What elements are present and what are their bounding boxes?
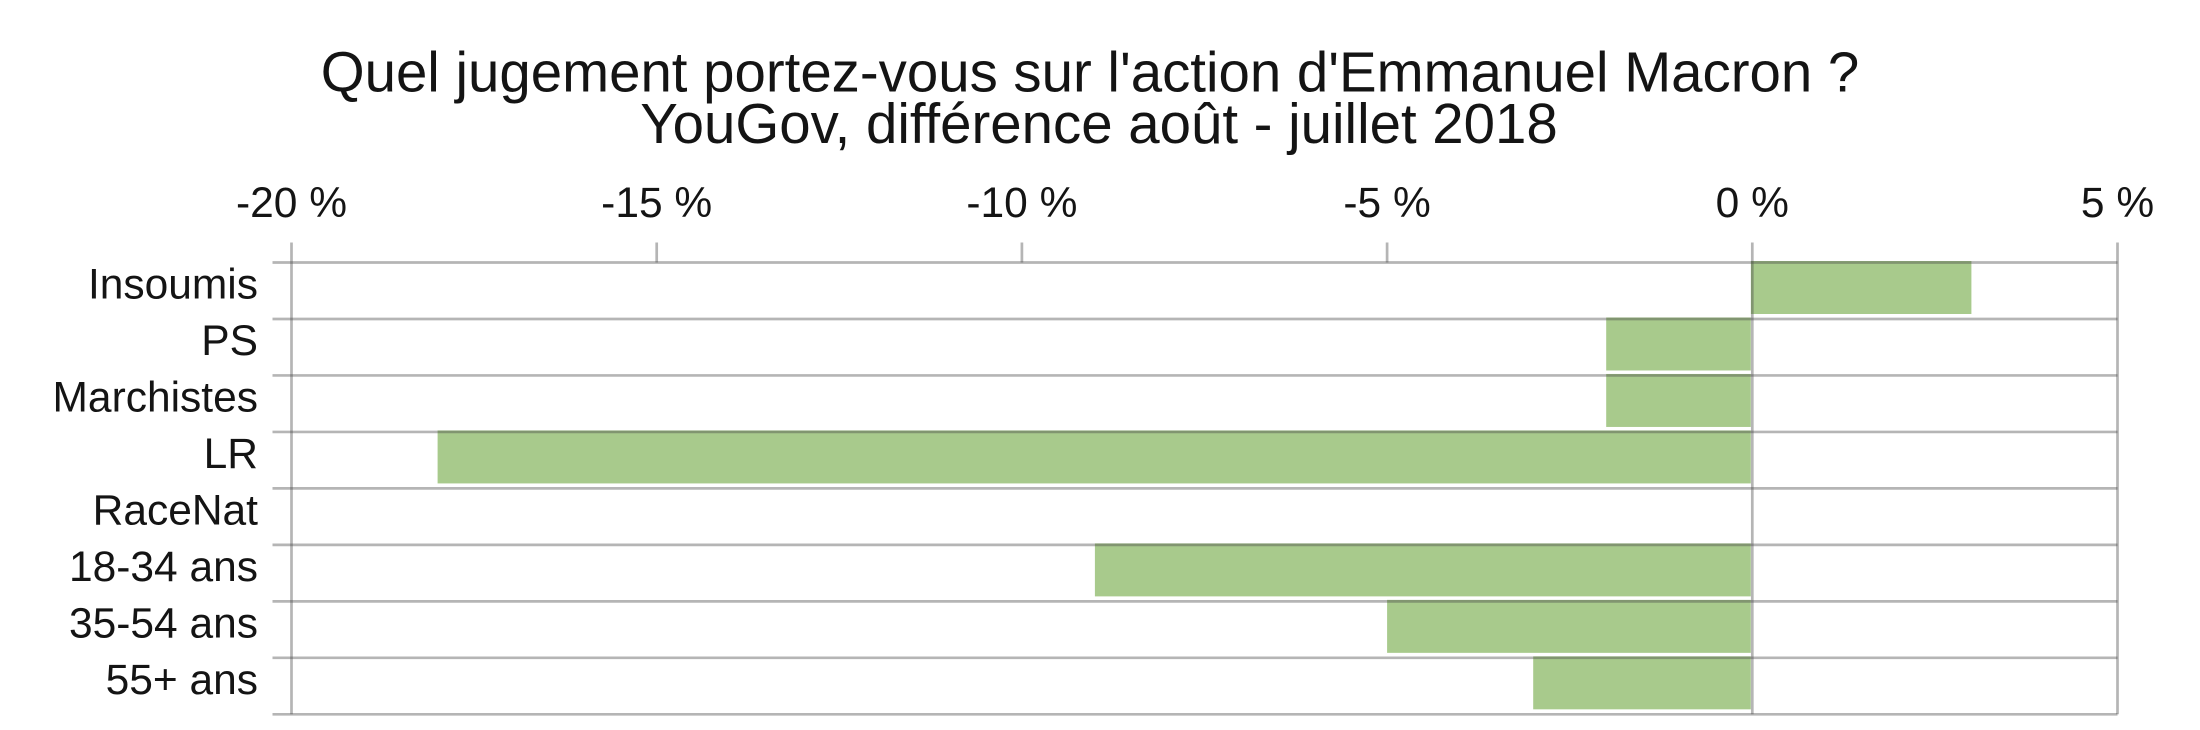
svg-text:0 %: 0 % [1716,180,1789,227]
svg-text:18-34 ans: 18-34 ans [69,544,258,591]
svg-text:Insoumis: Insoumis [88,262,258,309]
svg-text:YouGov, différence août - juil: YouGov, différence août - juillet 2018 [640,92,1558,155]
svg-text:5 %: 5 % [2081,180,2154,227]
svg-text:LR: LR [204,431,258,478]
svg-text:Marchistes: Marchistes [53,375,258,422]
svg-text:-5 %: -5 % [1343,180,1430,227]
svg-text:-20 %: -20 % [236,180,347,227]
svg-text:PS: PS [201,318,258,365]
svg-text:35-54 ans: 35-54 ans [69,601,258,648]
svg-text:55+ ans: 55+ ans [106,657,258,704]
svg-text:-15 %: -15 % [601,180,712,227]
svg-text:Quel jugement portez-vous sur: Quel jugement portez-vous sur l'action d… [321,41,1860,104]
svg-text:RaceNat: RaceNat [93,488,259,535]
svg-text:-10 %: -10 % [966,180,1077,227]
